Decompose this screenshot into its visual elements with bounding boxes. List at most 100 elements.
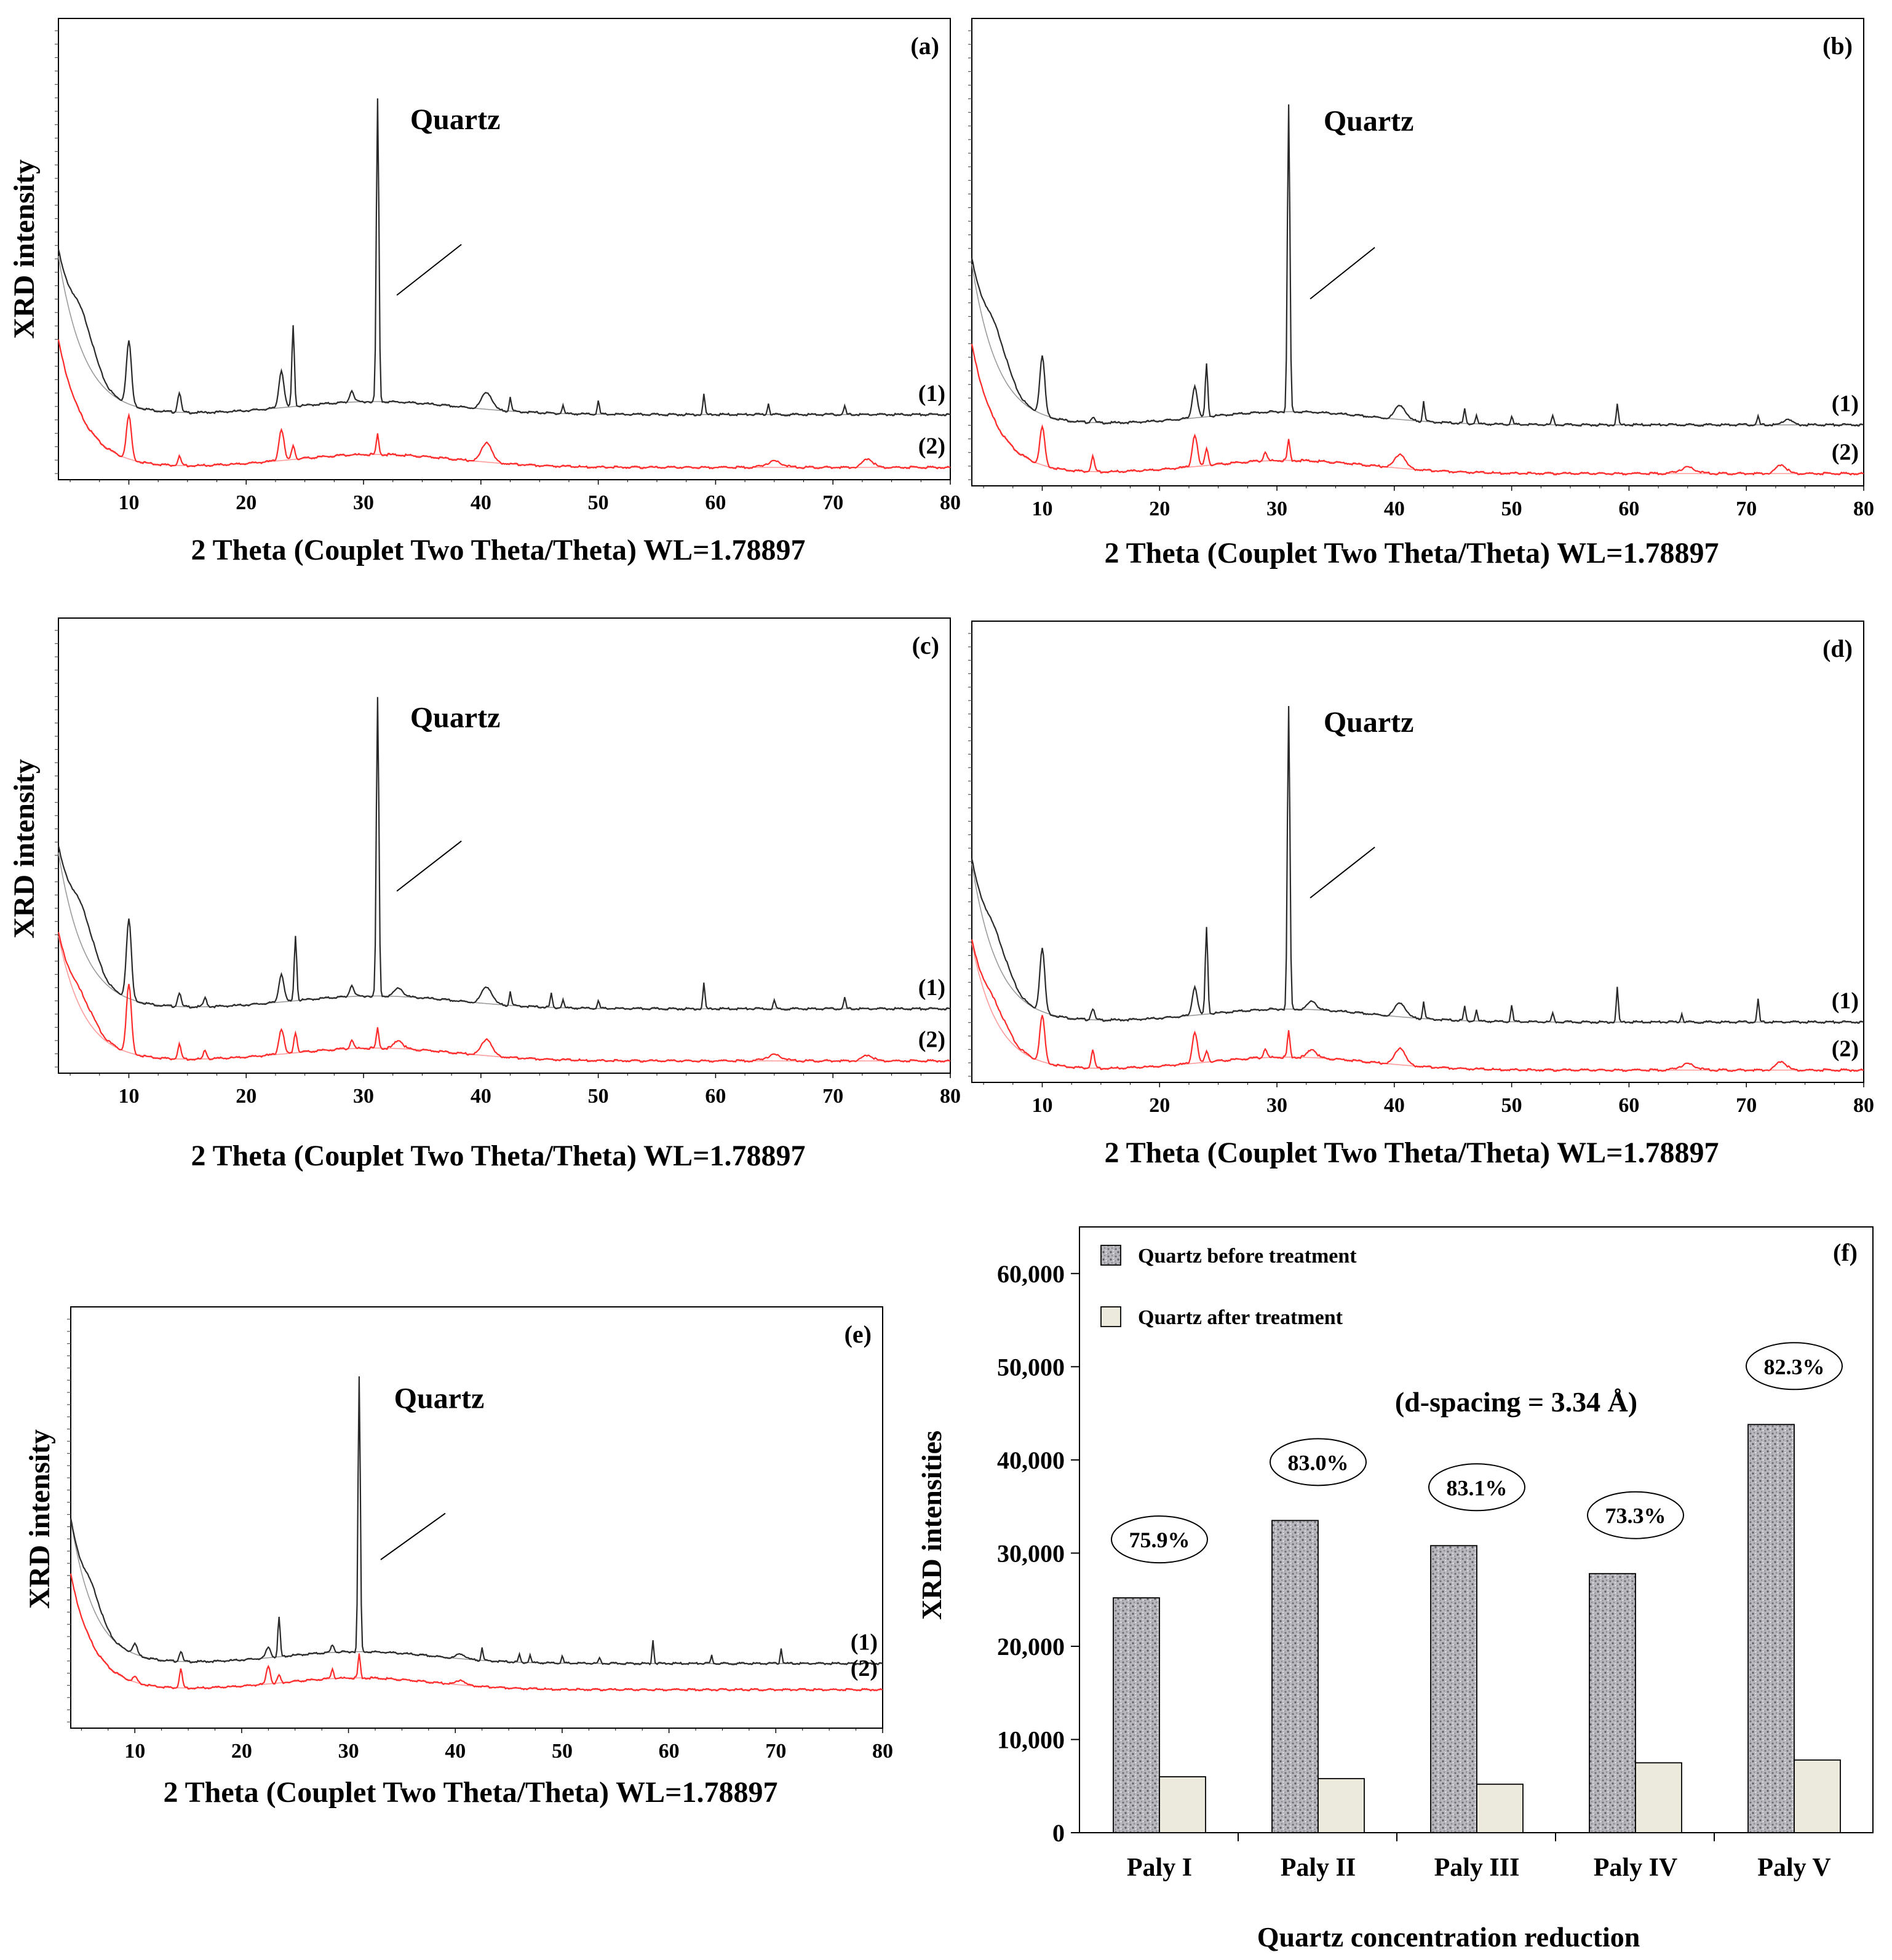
annotation-leader (1310, 247, 1375, 300)
x-tick-label: 30 (1266, 498, 1287, 520)
category-label: Paly I (1127, 1854, 1192, 1882)
bar-before-3 (1430, 1545, 1477, 1833)
y-tick-label: 40,000 (997, 1446, 1065, 1474)
background-curve-1 (971, 264, 1864, 426)
series-line-1 (971, 104, 1864, 427)
y-tick-label: 0 (1052, 1819, 1065, 1847)
series-line-1 (57, 98, 951, 417)
x-axis-title: 2 Theta (Couplet Two Theta/Theta) WL=1.7… (164, 1776, 778, 1809)
percent-label: 73.3% (1605, 1504, 1666, 1528)
legend-swatch-2 (1100, 1306, 1121, 1327)
legend-label: Quartz after treatment (1138, 1306, 1343, 1329)
y-axis-title: XRD intensities (916, 1430, 947, 1620)
quartz-annotation: Quartz (1324, 105, 1414, 137)
annotation-leader (380, 1512, 446, 1560)
x-tick-label: 80 (1853, 498, 1874, 520)
x-axis-title: 2 Theta (Couplet Two Theta/Theta) WL=1.7… (191, 1140, 806, 1172)
x-tick-label: 40 (1384, 498, 1405, 520)
bar-after-3 (1476, 1783, 1524, 1833)
panel-label: (a) (910, 32, 939, 60)
background-curve-2 (58, 935, 950, 1061)
bar-after-2 (1318, 1778, 1365, 1833)
series-line-2 (57, 932, 951, 1063)
y-tick-label: 60,000 (997, 1260, 1065, 1288)
plot-frame (971, 18, 1864, 486)
series-line-2 (971, 344, 1864, 476)
x-tick-label: 70 (1736, 1094, 1757, 1117)
quartz-annotation: Quartz (394, 1382, 485, 1414)
background-curve-2 (971, 344, 1864, 474)
plot-frame (70, 1306, 883, 1729)
xrd-panel-c: 10 20 30 40 50 60 70 80 (1) (2) (c) Quartz 2 Theta (… (8, 617, 961, 1172)
x-tick-label: 60 (705, 1085, 726, 1108)
x-axis-title: Quartz concentration reduction (1257, 1921, 1640, 1953)
bar-after-4 (1635, 1762, 1682, 1833)
background-curve-1 (971, 863, 1864, 1023)
x-axis-title: 2 Theta (Couplet Two Theta/Theta) WL=1.7… (1105, 1137, 1719, 1169)
x-tick-label: 10 (1031, 498, 1052, 520)
x-tick-label: 40 (471, 1085, 491, 1108)
x-tick-label: 70 (822, 1085, 843, 1108)
background-curve-1 (58, 256, 950, 415)
x-tick-label: 50 (1501, 1094, 1522, 1117)
x-tick-label: 10 (118, 1085, 139, 1108)
series-label: (2) (1832, 440, 1859, 466)
xrd-panel-b: 10 20 30 40 50 60 70 80 (1) (2) (b) Quartz 2 Theta (… (968, 18, 1874, 569)
series-line-2 (971, 939, 1864, 1073)
series-line-1 (57, 697, 951, 1011)
x-tick-label: 80 (940, 491, 961, 514)
quartz-annotation: Quartz (410, 103, 501, 136)
x-tick-label: 80 (872, 1740, 893, 1763)
series-line-2 (57, 339, 951, 470)
x-tick-label: 50 (552, 1740, 573, 1763)
x-tick-label: 60 (659, 1740, 680, 1763)
x-tick-label: 10 (1031, 1094, 1052, 1117)
percent-label: 83.0% (1288, 1450, 1349, 1475)
x-tick-label: 10 (118, 491, 139, 514)
x-tick-label: 60 (705, 491, 726, 514)
series-label: (1) (918, 381, 945, 407)
x-tick-label: 60 (1618, 498, 1639, 520)
bar-before-4 (1589, 1573, 1636, 1833)
series-label: (1) (851, 1630, 878, 1656)
x-tick-label: 80 (940, 1085, 961, 1108)
percent-badge (1428, 1463, 1525, 1512)
series-label: (1) (1832, 988, 1859, 1014)
percent-label: 75.9% (1129, 1528, 1190, 1552)
x-tick-label: 30 (338, 1740, 359, 1763)
xrd-panel-d: 10 20 30 40 50 60 70 80 (1) (2) (d) Quartz 2 Theta (… (968, 621, 1874, 1169)
x-axis-title: 2 Theta (Couplet Two Theta/Theta) WL=1.7… (191, 534, 806, 566)
plot-frame (58, 18, 951, 480)
category-label: Paly IV (1594, 1854, 1678, 1882)
x-tick-label: 30 (1266, 1094, 1287, 1117)
x-tick-label: 40 (1384, 1094, 1405, 1117)
x-tick-label: 40 (445, 1740, 466, 1763)
bar-chart-f: 0 10,000 20,000 30,000 40,000 50,000 60,000 Pal… (916, 1226, 1874, 1953)
x-tick-label: 20 (1149, 1094, 1170, 1117)
background-curve-2 (70, 1574, 883, 1691)
series-line-2 (70, 1573, 883, 1692)
percent-label: 82.3% (1764, 1354, 1825, 1379)
y-axis-title: XRD intensity (8, 159, 41, 339)
x-tick-label: 20 (1149, 498, 1170, 520)
x-tick-label: 80 (1853, 1094, 1874, 1117)
x-tick-label: 60 (1618, 1094, 1639, 1117)
x-tick-label: 10 (124, 1740, 145, 1763)
plot-frame (58, 617, 951, 1074)
bar-after-5 (1794, 1759, 1841, 1833)
panel-label: (c) (912, 632, 939, 659)
bar-before-2 (1271, 1520, 1319, 1833)
percent-badge (1111, 1515, 1208, 1564)
category-label: Paly V (1757, 1854, 1830, 1882)
category-label: Paly III (1434, 1854, 1520, 1882)
legend-label: Quartz before treatment (1138, 1245, 1357, 1268)
quartz-annotation: Quartz (1324, 706, 1414, 739)
background-curve-1 (58, 852, 950, 1010)
bar-after-1 (1159, 1776, 1206, 1833)
panel-label: (b) (1822, 32, 1853, 60)
annotation-leader (396, 244, 462, 296)
x-tick-label: 20 (236, 491, 256, 514)
x-tick-label: 70 (765, 1740, 786, 1763)
background-curve-1 (70, 1519, 883, 1664)
